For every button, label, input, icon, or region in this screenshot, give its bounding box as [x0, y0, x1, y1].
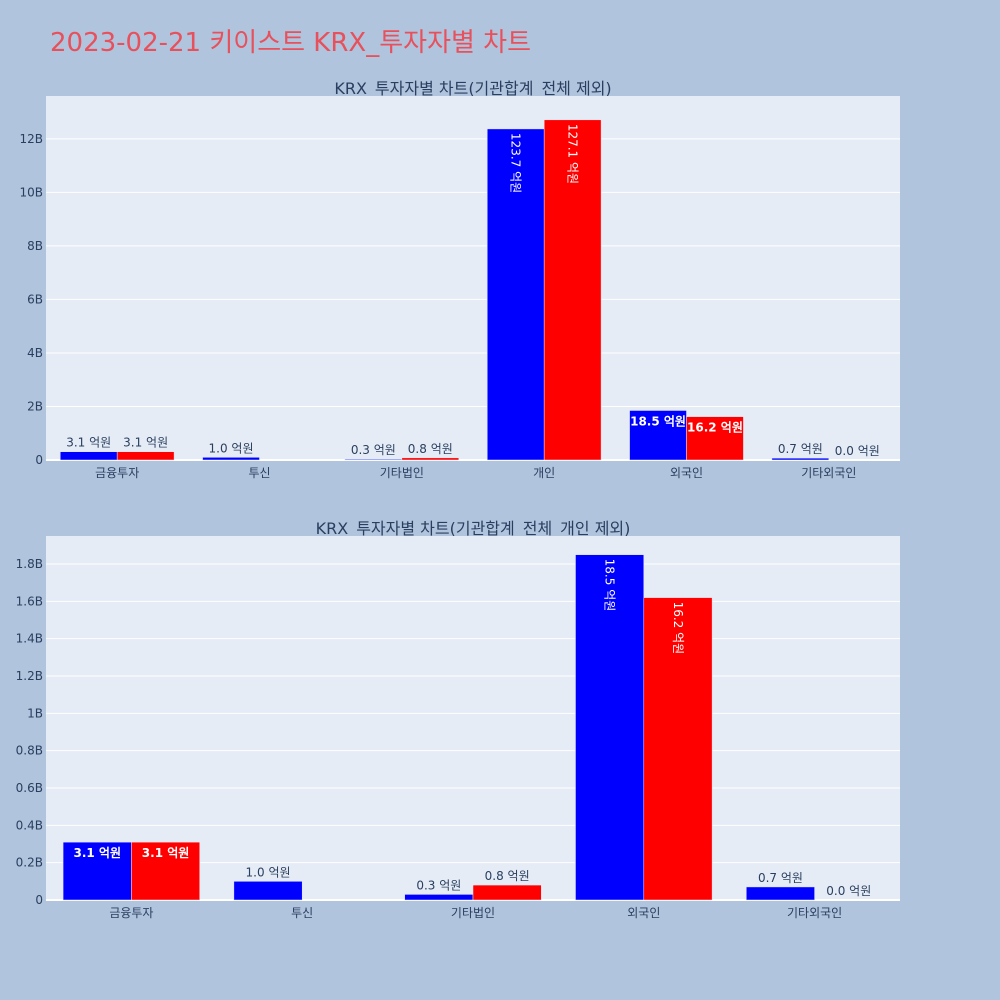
chart-1-data-label: 3.1 억원: [66, 436, 111, 450]
chart-1-data-label: 123.7 억원: [509, 133, 523, 193]
chart-2-x-tick-label: 금융투자: [109, 906, 153, 920]
chart-1-bar: [486, 128, 545, 461]
chart-1-bar: [202, 457, 260, 461]
chart-2-bar: [643, 597, 713, 901]
chart-2-x-tick-label: 기타외국인: [787, 906, 842, 920]
chart-2-y-tick-label: 1.6B: [16, 594, 43, 608]
chart-1-data-label: 0.7 억원: [778, 442, 823, 456]
chart-2-bar: [472, 884, 542, 901]
chart-2-data-label: 0.8 억원: [485, 869, 530, 883]
chart-1-y-tick-label: 6B: [27, 292, 43, 306]
chart-1-bar: [59, 451, 118, 461]
chart-1-bar: [771, 457, 830, 461]
chart-2-plot-area: [46, 536, 900, 900]
chart-2-y-tick-label: 0.6B: [16, 781, 43, 795]
chart-1-data-label: 3.1 억원: [123, 436, 168, 450]
chart-2-data-label: 16.2 억원: [671, 602, 685, 655]
chart-1-y-tick-label: 8B: [27, 239, 43, 253]
chart-2-y-tick-label: 0: [35, 893, 43, 907]
chart-1-data-label: 18.5 억원: [630, 414, 686, 428]
chart-1-data-label: 1.0 억원: [209, 441, 254, 455]
chart-1-x-tick-label: 개인: [533, 466, 555, 480]
chart-2-bar: [62, 841, 132, 901]
chart-2-data-label: 18.5 억원: [603, 559, 617, 612]
chart-2-y-tick-label: 1.4B: [16, 632, 43, 646]
chart-1-x-tick-label: 기타외국인: [801, 466, 856, 480]
chart-2-x-tick-label: 기타법인: [451, 906, 495, 920]
chart-2-bar: [575, 554, 645, 901]
chart-2-y-tick-label: 0.8B: [16, 744, 43, 758]
chart-2-bar: [746, 886, 815, 901]
chart-2-data-label: 3.1 억원: [142, 846, 190, 860]
page-title: 2023-02-21 키이스트 KRX_투자자별 차트: [50, 28, 532, 58]
chart-1-data-label: 0.0 억원: [835, 444, 880, 458]
chart-2-x-tick-label: 투신: [291, 906, 313, 920]
chart-2-y-tick-label: 0.2B: [16, 856, 43, 870]
chart-2-y-tick-label: 1.2B: [16, 669, 43, 683]
chart-2-y-tick-label: 1B: [27, 706, 43, 720]
chart-1-x-tick-label: 외국인: [670, 466, 703, 480]
chart-1-y-tick-label: 4B: [27, 346, 43, 360]
chart-2-title: KRX_투자자별 차트(기관합계_전체_개인 제외): [316, 519, 631, 539]
chart-2: KRX_투자자별 차트(기관합계_전체_개인 제외) 0 0.2B 0.4B 0.6B 0…: [0, 512, 1000, 932]
chart-1-y-tick-label: 12B: [19, 132, 43, 146]
chart-1-bar: [543, 119, 602, 461]
chart-1-x-tick-label: 금융투자: [95, 466, 139, 480]
chart-2-data-label: 0.3 억원: [416, 878, 461, 892]
chart-1: KRX_투자자별 차트(기관합계_전체 제외) 0 2B 4B 6B 8B 10B 12B 금융…: [0, 70, 1000, 480]
chart-1-x-tick-label: 투신: [248, 466, 270, 480]
chart-2-bar: [131, 841, 200, 901]
chart-1-data-label: 0.8 억원: [408, 442, 453, 456]
chart-1-bar: [344, 458, 403, 461]
chart-2-y-tick-label: 0.4B: [16, 818, 43, 832]
chart-2-x-tick-label: 외국인: [627, 906, 660, 920]
chart-1-plot-area: [46, 96, 900, 460]
chart-1-title: KRX_투자자별 차트(기관합계_전체 제외): [334, 79, 611, 99]
chart-1-svg: KRX_투자자별 차트(기관합계_전체 제외) 0 2B 4B 6B 8B 10B 12B 금융…: [19, 79, 900, 480]
chart-1-bar: [401, 457, 460, 461]
chart-1-bar: [629, 410, 687, 461]
chart-1-bar: [686, 416, 744, 461]
chart-1-x-tick-label: 기타법인: [380, 466, 424, 480]
chart-1-y-tick-label: 10B: [19, 185, 43, 199]
chart-2-y-tick-label: 1.8B: [16, 557, 43, 571]
chart-1-data-label: 0.3 억원: [351, 443, 396, 457]
chart-1-bar: [116, 451, 175, 461]
chart-1-data-label: 127.1 억원: [566, 124, 580, 184]
chart-2-svg: KRX_투자자별 차트(기관합계_전체_개인 제외) 0 0.2B 0.4B 0.6B 0…: [16, 519, 900, 920]
chart-2-data-label: 3.1 억원: [73, 846, 121, 860]
chart-2-data-label: 0.7 억원: [758, 871, 803, 885]
chart-2-data-label: 1.0 억원: [246, 865, 291, 879]
chart-2-bar: [233, 881, 303, 901]
chart-2-data-label: 0.0 억원: [826, 884, 871, 898]
chart-1-data-label: 16.2 억원: [687, 421, 743, 435]
chart-1-y-tick-label: 0: [35, 453, 43, 467]
chart-2-bar: [404, 894, 474, 901]
chart-1-y-tick-label: 2B: [27, 399, 43, 413]
